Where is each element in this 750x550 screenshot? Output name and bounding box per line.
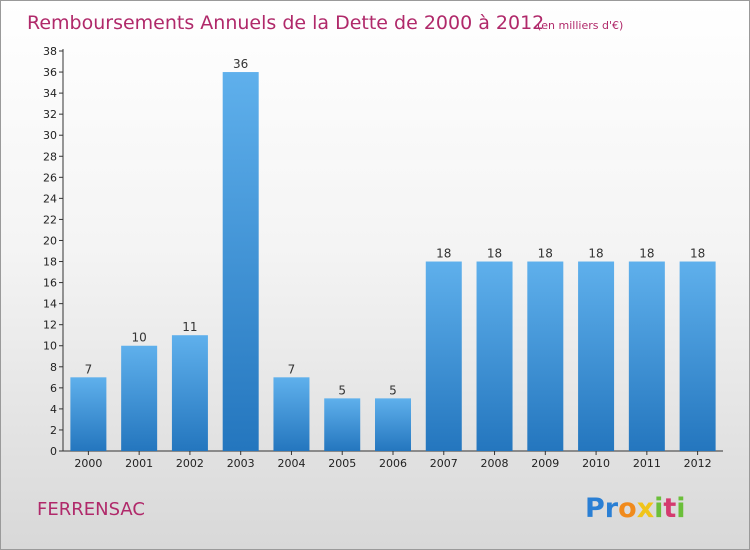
logo-letter: P (585, 493, 605, 524)
bar (273, 377, 310, 451)
x-tick-label: 2008 (481, 457, 509, 470)
y-tick-label: 10 (43, 340, 57, 353)
x-tick-label: 2002 (176, 457, 204, 470)
x-tick-label: 2012 (684, 457, 712, 470)
y-tick-label: 8 (50, 361, 57, 374)
x-tick-label: 2004 (277, 457, 305, 470)
data-label: 5 (338, 383, 346, 397)
bar (425, 261, 462, 451)
y-tick-label: 30 (43, 129, 57, 142)
data-label: 11 (182, 320, 197, 334)
y-tick-label: 14 (43, 298, 57, 311)
y-tick-label: 2 (50, 424, 57, 437)
data-label: 18 (538, 247, 553, 261)
bar (171, 335, 208, 451)
y-tick-label: 24 (43, 192, 57, 205)
commune-name: FERRENSAC (37, 499, 145, 520)
y-tick-label: 32 (43, 108, 57, 121)
bars: 7 10 11 36 7 5 5 18 18 18 18 18 18 (70, 57, 716, 451)
y-tick-label: 18 (43, 256, 57, 269)
bar (679, 261, 716, 451)
logo-letter: o (618, 493, 637, 524)
data-label: 7 (85, 362, 93, 376)
y-tick-label: 36 (43, 66, 57, 79)
chart-subtitle: (en milliers d'€) (537, 19, 623, 32)
data-label: 18 (436, 247, 451, 261)
y-tick-label: 6 (50, 382, 57, 395)
x-tick-label: 2007 (430, 457, 458, 470)
y-tick-label: 16 (43, 277, 57, 290)
data-label: 18 (639, 247, 654, 261)
x-tick-label: 2011 (633, 457, 661, 470)
bar (476, 261, 513, 451)
data-label: 18 (588, 247, 603, 261)
data-label: 18 (690, 247, 705, 261)
data-label: 5 (389, 383, 397, 397)
x-tick-label: 2009 (531, 457, 559, 470)
bar (222, 72, 259, 451)
y-tick-label: 26 (43, 171, 57, 184)
y-tick-label: 28 (43, 150, 57, 163)
x-tick-label: 2000 (74, 457, 102, 470)
y-tick-label: 22 (43, 213, 57, 226)
bar (578, 261, 615, 451)
data-label: 36 (233, 57, 248, 71)
x-tick-label: 2001 (125, 457, 153, 470)
data-label: 10 (132, 331, 147, 345)
bar (375, 398, 411, 451)
x-tick-label: 2005 (328, 457, 356, 470)
data-label: 7 (288, 362, 296, 376)
x-tick-label: 2003 (227, 457, 255, 470)
x-tick-label: 2010 (582, 457, 610, 470)
y-tick-label: 38 (43, 45, 57, 58)
logo-letter: i (676, 493, 685, 524)
y-tick-label: 4 (50, 403, 57, 416)
proxiti-logo: Proxiti (585, 493, 686, 524)
bar (527, 261, 564, 451)
logo-letter: x (637, 493, 654, 524)
y-tick-label: 20 (43, 234, 57, 247)
y-tick-label: 0 (50, 445, 57, 458)
logo-letter: r (605, 493, 619, 524)
data-label: 18 (487, 247, 502, 261)
y-tick-label: 34 (43, 87, 57, 100)
y-tick-label: 12 (43, 319, 57, 332)
bar (70, 377, 107, 451)
bar (628, 261, 665, 451)
bar (121, 345, 158, 451)
chart-title: Remboursements Annuels de la Dette de 20… (27, 12, 544, 34)
logo-letter: i (654, 493, 663, 524)
x-tick-label: 2006 (379, 457, 407, 470)
logo-letter: t (663, 493, 676, 524)
bar (324, 398, 361, 451)
